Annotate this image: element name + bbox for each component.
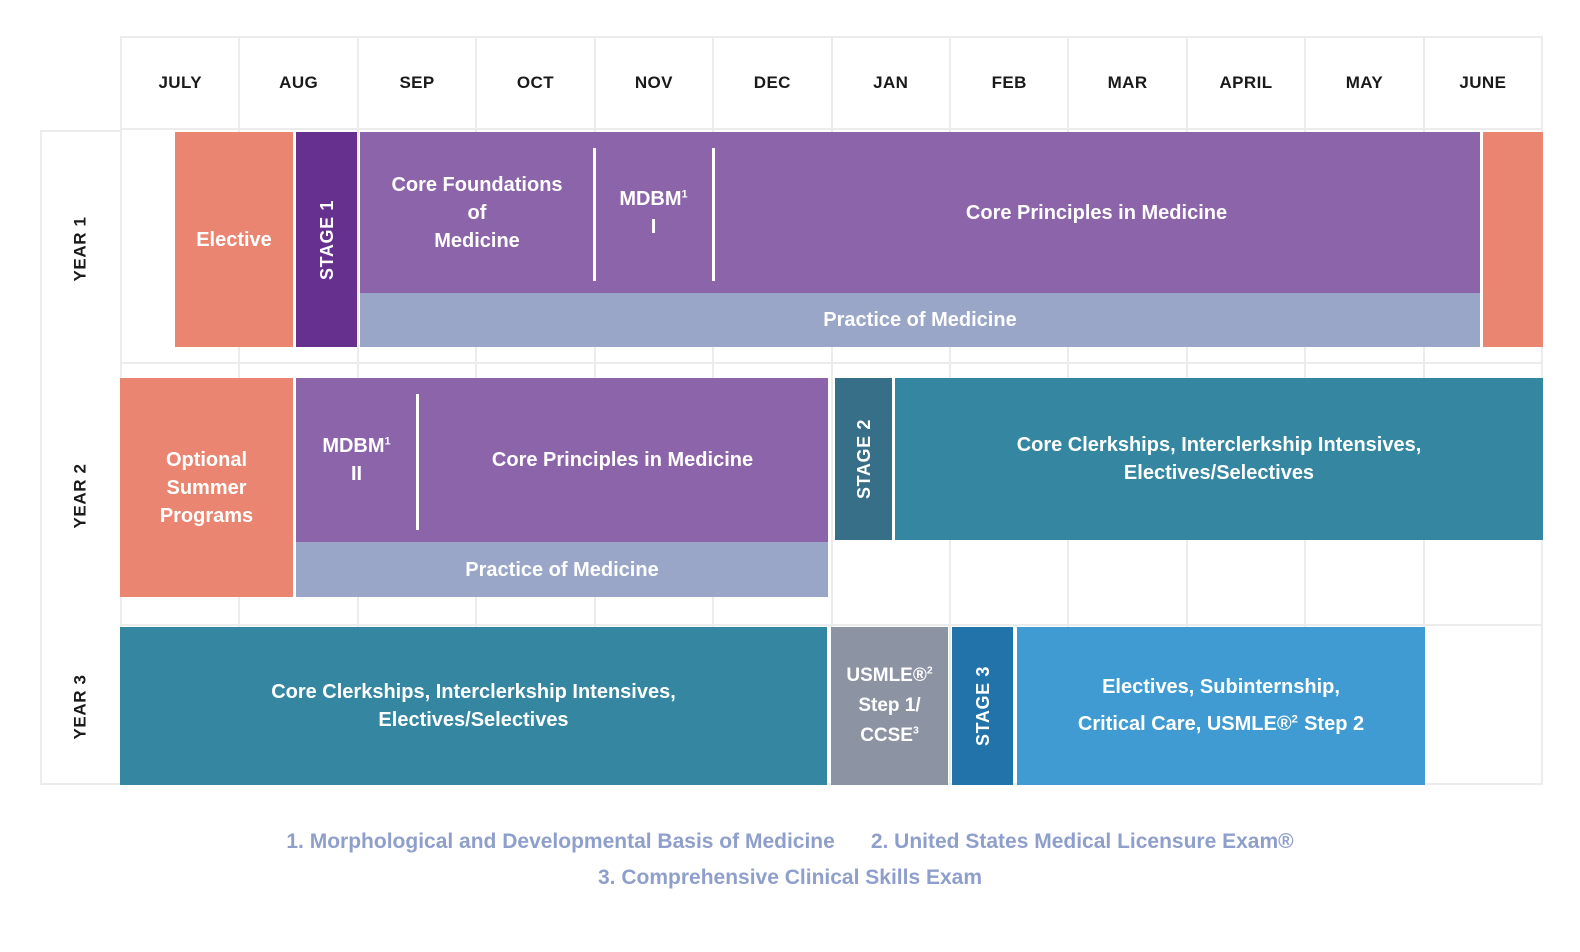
core-foundations-line3: Medicine — [434, 229, 520, 252]
footnotes: 1. Morphological and Developmental Basis… — [0, 830, 1580, 890]
year1-practice-of-medicine-block: Practice of Medicine — [360, 293, 1480, 347]
month-header-may: MAY — [1306, 38, 1425, 128]
year2-clerkships-line1: Core Clerkships, Interclerkship Intensiv… — [1016, 434, 1422, 456]
divider — [593, 148, 596, 281]
year-labels-column: YEAR 1 YEAR 2 YEAR 3 — [40, 130, 120, 785]
divider — [416, 394, 419, 530]
footnote-3: 3. Comprehensive Clinical Skills Exam — [598, 866, 982, 889]
month-header-sep: SEP — [359, 38, 478, 128]
year1-elective-label: Elective — [196, 228, 272, 251]
month-header-june: JUNE — [1459, 73, 1507, 92]
mdbm1-block: MDBM1 I — [594, 132, 713, 293]
year3-clerkships-line2: Electives/Selectives — [378, 709, 569, 731]
year3-label-band: YEAR 3 — [42, 627, 120, 787]
month-header-july: JULY — [122, 38, 241, 128]
summer-line1: Optional — [165, 448, 248, 471]
year1-elective-block: Elective — [175, 132, 293, 347]
year1-core-principles-label: Core Principles in Medicine — [965, 201, 1228, 224]
usmle-step1-ccse-block: USMLE®2 Step 1/ CCSE3 — [831, 627, 948, 785]
year1-stage1-block: STAGE 1 — [296, 132, 357, 347]
stage2-label: STAGE 2 — [853, 419, 874, 499]
core-foundations-line1: Core Foundations — [391, 173, 563, 196]
month-header-mar: MAR — [1069, 38, 1188, 128]
row-separator-year1-year2 — [40, 362, 1543, 364]
year2-clerkships-line2: Electives/Selectives — [1123, 462, 1315, 484]
year3-stage3-block: STAGE 3 — [952, 627, 1013, 785]
month-header-april: APRIL — [1188, 38, 1307, 128]
summer-line3: Programs — [159, 504, 254, 527]
month-header-row: JULY AUG SEP OCT NOV DEC JAN FEB MAR APR… — [120, 36, 1543, 130]
year2-stage2-block: STAGE 2 — [835, 378, 892, 540]
usmle-line2: Step 1/ — [858, 695, 921, 716]
footnote-row-1: 1. Morphological and Developmental Basis… — [0, 830, 1580, 854]
year1-core-principles-block: Core Principles in Medicine — [713, 132, 1480, 293]
month-header-nov: NOV — [596, 38, 715, 128]
year2-core-principles-block: Core Principles in Medicine — [417, 378, 828, 542]
year2-practice-label: Practice of Medicine — [465, 558, 659, 581]
mdbm1-title: MDBM1 — [619, 187, 688, 210]
mdbm2-title: MDBM1 — [322, 435, 391, 457]
year3-electives-subinternship-block: Electives, Subinternship, Critical Care,… — [1017, 627, 1425, 785]
mdbm1-numeral: I — [650, 215, 657, 238]
month-header-feb: FEB — [951, 38, 1070, 128]
mdbm2-numeral: II — [350, 463, 363, 485]
mdbm2-block: MDBM1 II — [296, 378, 417, 542]
year3-clerkships-line1: Core Clerkships, Interclerkship Intensiv… — [271, 681, 676, 703]
year3-core-clerkships-block: Core Clerkships, Interclerkship Intensiv… — [120, 627, 827, 785]
year1-label: YEAR 1 — [70, 215, 90, 282]
core-foundations-line2: of — [467, 201, 487, 224]
footnote-2: 2. United States Medical Licensure Exam® — [870, 830, 1294, 853]
divider — [712, 148, 715, 281]
year1-june-elective-block — [1483, 132, 1543, 347]
year2-optional-summer-block: Optional Summer Programs — [120, 378, 293, 597]
year2-practice-of-medicine-block: Practice of Medicine — [296, 542, 828, 597]
year1-practice-label: Practice of Medicine — [823, 309, 1017, 331]
year3-electives-line1: Electives, Subinternship, — [1102, 676, 1340, 698]
year2-core-clerkships-block: Core Clerkships, Interclerkship Intensiv… — [895, 378, 1543, 540]
year3-label: YEAR 3 — [70, 674, 90, 740]
year2-preclerkship-strip: MDBM1 II Core Principles in Medicine — [296, 378, 828, 542]
month-header-dec: DEC — [714, 38, 833, 128]
stage3-label: STAGE 3 — [972, 666, 993, 746]
year2-label: YEAR 2 — [70, 463, 90, 529]
stage1-label: STAGE 1 — [316, 199, 337, 280]
year2-label-band: YEAR 2 — [42, 365, 120, 627]
summer-line2: Summer — [166, 476, 247, 499]
usmle-line1: USMLE®2 — [846, 665, 933, 686]
year3-electives-line2: Critical Care, USMLE®2 Step 2 — [1077, 713, 1365, 735]
month-header-oct: OCT — [477, 38, 596, 128]
month-header-aug: AUG — [240, 38, 359, 128]
footnote-1: 1. Morphological and Developmental Basis… — [286, 830, 835, 853]
year2-core-principles-label: Core Principles in Medicine — [491, 449, 754, 471]
year1-preclerkship-strip: Core Foundations of Medicine MDBM1 I Cor… — [360, 132, 1480, 293]
year1-label-band: YEAR 1 — [42, 132, 120, 365]
month-header-jan: JAN — [833, 38, 951, 128]
usmle-line3: CCSE3 — [860, 725, 919, 746]
core-foundations-block: Core Foundations of Medicine — [360, 132, 594, 293]
row-separator-year2-year3 — [40, 624, 1543, 626]
